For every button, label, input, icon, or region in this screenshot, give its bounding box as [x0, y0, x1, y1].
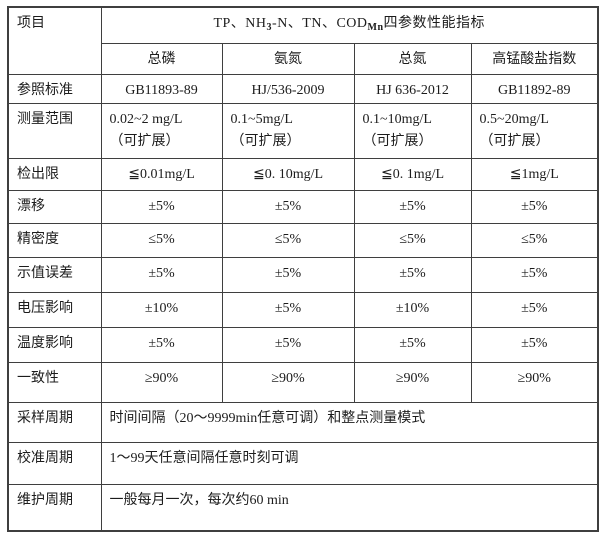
table-row: 维护周期 一般每月一次，每次约60 min [7, 484, 599, 532]
cell-value: ±5% [353, 190, 472, 225]
row-label-consistency: 一致性 [7, 362, 102, 404]
cell-value: ≥90% [100, 362, 223, 404]
table-row: 漂移 ±5% ±5% ±5% ±5% [7, 190, 599, 225]
corner-label: 项目 [7, 6, 102, 75]
cell-value: ≦0. 10mg/L [221, 158, 355, 192]
cell-value: ≥90% [221, 362, 355, 404]
cell-value: ±5% [470, 327, 599, 364]
cell-value: ±5% [100, 190, 223, 225]
cell-value: ±5% [470, 190, 599, 225]
row-label-voltage-influence: 电压影响 [7, 292, 102, 329]
cell-value: ≤5% [100, 223, 223, 259]
cell-value: GB11892-89 [470, 73, 599, 105]
cell-value: ≦1mg/L [470, 158, 599, 192]
cell-value: 0.5~20mg/L （可扩展） [470, 103, 599, 160]
cell-value: GB11893-89 [100, 73, 223, 105]
performance-spec-table: 项目 TP、NH3-N、TN、CODMn四参数性能指标 总磷 氨氮 总氮 高锰酸… [7, 6, 599, 532]
param-header-tn: 总氮 [353, 42, 472, 75]
row-label-measure-range: 测量范围 [7, 103, 102, 160]
cell-value: ≤5% [221, 223, 355, 259]
table-row: 采样周期 时间间隔（20～9999min任意可调）和整点测量模式 [7, 402, 599, 444]
cell-value: ≤5% [353, 223, 472, 259]
cell-value: ≦0. 1mg/L [353, 158, 472, 192]
cell-value: 0.1~5mg/L （可扩展） [221, 103, 355, 160]
span-row-value: 一般每月一次，每次约60 min [100, 484, 599, 532]
row-label-temperature-influence: 温度影响 [7, 327, 102, 364]
row-label-calibration-period: 校准周期 [7, 442, 102, 486]
cell-value: HJ 636-2012 [353, 73, 472, 105]
table-row: 校准周期 1～99天任意间隔任意时刻可调 [7, 442, 599, 486]
param-header-tp: 总磷 [100, 42, 223, 75]
cell-value: ±5% [353, 257, 472, 294]
cell-value: ±5% [100, 257, 223, 294]
table-row: 测量范围 0.02~2 mg/L （可扩展） 0.1~5mg/L （可扩展） 0… [7, 103, 599, 160]
cell-value: ±10% [100, 292, 223, 329]
cell-value: ≤5% [470, 223, 599, 259]
cell-value: 0.1~10mg/L （可扩展） [353, 103, 472, 160]
title-part-3: 四参数性能指标 [383, 16, 486, 31]
cell-value: ±5% [221, 257, 355, 294]
title-subscript-3: 3 [266, 22, 273, 33]
cell-value: 0.02~2 mg/L （可扩展） [100, 103, 223, 160]
cell-value: ±10% [353, 292, 472, 329]
param-header-codmn: 高锰酸盐指数 [470, 42, 599, 75]
table-row: 参照标准 GB11893-89 HJ/536-2009 HJ 636-2012 … [7, 73, 599, 105]
row-label-sampling-period: 采样周期 [7, 402, 102, 444]
cell-value: ≥90% [470, 362, 599, 404]
cell-value: ≦0.01mg/L [100, 158, 223, 192]
span-row-value: 1～99天任意间隔任意时刻可调 [100, 442, 599, 486]
table-row: 示值误差 ±5% ±5% ±5% ±5% [7, 257, 599, 294]
title-part-1: TP、NH [213, 16, 267, 31]
cell-value: ±5% [353, 327, 472, 364]
table-row: 温度影响 ±5% ±5% ±5% ±5% [7, 327, 599, 364]
title-subscript-mn: Mn [367, 22, 384, 33]
span-row-value: 时间间隔（20～9999min任意可调）和整点测量模式 [100, 402, 599, 444]
cell-value: ±5% [100, 327, 223, 364]
cell-value: ±5% [221, 190, 355, 225]
param-header-nh3n: 氨氮 [221, 42, 355, 75]
table-row: 检出限 ≦0.01mg/L ≦0. 10mg/L ≦0. 1mg/L ≦1mg/… [7, 158, 599, 192]
cell-value: ±5% [221, 327, 355, 364]
title-part-2: -N、TN、COD [272, 16, 368, 31]
table-row: 电压影响 ±10% ±5% ±10% ±5% [7, 292, 599, 329]
row-label-indication-error: 示值误差 [7, 257, 102, 294]
row-label-precision: 精密度 [7, 223, 102, 259]
cell-value: ≥90% [353, 362, 472, 404]
table-title: TP、NH3-N、TN、CODMn四参数性能指标 [100, 6, 599, 44]
table-row: 一致性 ≥90% ≥90% ≥90% ≥90% [7, 362, 599, 404]
cell-value: HJ/536-2009 [221, 73, 355, 105]
row-label-reference-standard: 参照标准 [7, 73, 102, 105]
cell-value: ±5% [470, 257, 599, 294]
row-label-detection-limit: 检出限 [7, 158, 102, 192]
row-label-drift: 漂移 [7, 190, 102, 225]
cell-value: ±5% [221, 292, 355, 329]
cell-value: ±5% [470, 292, 599, 329]
row-label-maintenance-period: 维护周期 [7, 484, 102, 532]
table-row: 精密度 ≤5% ≤5% ≤5% ≤5% [7, 223, 599, 259]
